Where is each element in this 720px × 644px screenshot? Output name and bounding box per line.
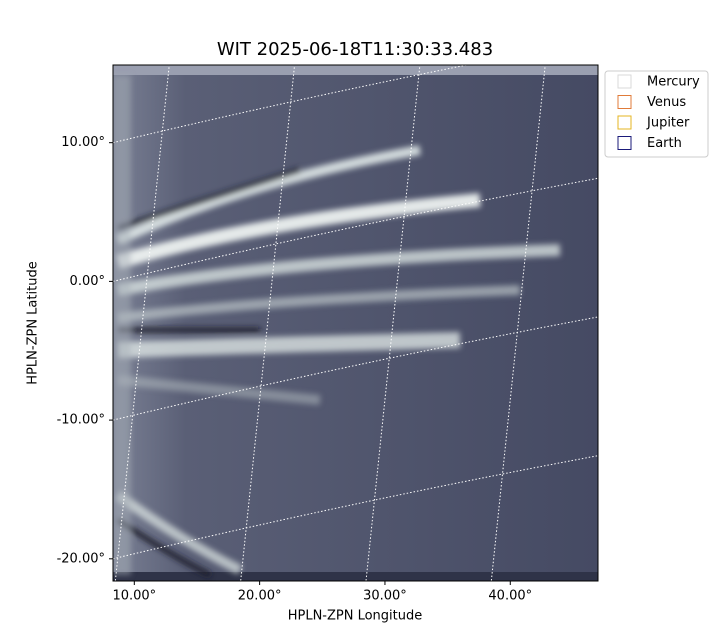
legend: Mercury Venus Jupiter Earth bbox=[604, 70, 709, 158]
image-edge bbox=[113, 572, 598, 581]
legend-label: Venus bbox=[647, 95, 686, 110]
image-background bbox=[113, 65, 598, 581]
grid-line bbox=[240, 65, 296, 581]
x-axis-label: HPLN-ZPN Longitude bbox=[288, 609, 423, 624]
legend-label: Mercury bbox=[647, 75, 700, 90]
legend-marker bbox=[617, 115, 632, 130]
grid-line bbox=[365, 65, 421, 581]
y-axis-label: HPLN-ZPN Latitude bbox=[26, 261, 41, 384]
streaks bbox=[113, 75, 561, 578]
legend-marker bbox=[617, 95, 632, 109]
grid-line bbox=[114, 65, 170, 581]
image-edge bbox=[113, 65, 598, 75]
grid-line bbox=[490, 65, 546, 581]
image bbox=[113, 65, 598, 581]
x-tick-label: 40.00° bbox=[488, 589, 532, 604]
legend-frame bbox=[604, 70, 709, 158]
chart-title: WIT 2025-06-18T11:30:33.483 bbox=[217, 39, 493, 60]
y-tick-label: -10.00° bbox=[57, 413, 105, 428]
y-tick-label: 10.00° bbox=[61, 135, 105, 150]
y-tick-label: 0.00° bbox=[70, 274, 105, 289]
plot-frame bbox=[112, 64, 599, 582]
coordinate-grid bbox=[113, 65, 598, 581]
legend-marker bbox=[617, 136, 632, 150]
legend-label: Jupiter bbox=[646, 116, 690, 131]
x-tick-label: 30.00° bbox=[363, 589, 407, 604]
x-tick-label: 10.00° bbox=[112, 589, 156, 604]
legend-marker bbox=[617, 74, 632, 89]
legend-label: Earth bbox=[647, 136, 682, 151]
y-tick-label: -20.00° bbox=[57, 551, 105, 566]
x-tick-label: 20.00° bbox=[238, 589, 282, 604]
